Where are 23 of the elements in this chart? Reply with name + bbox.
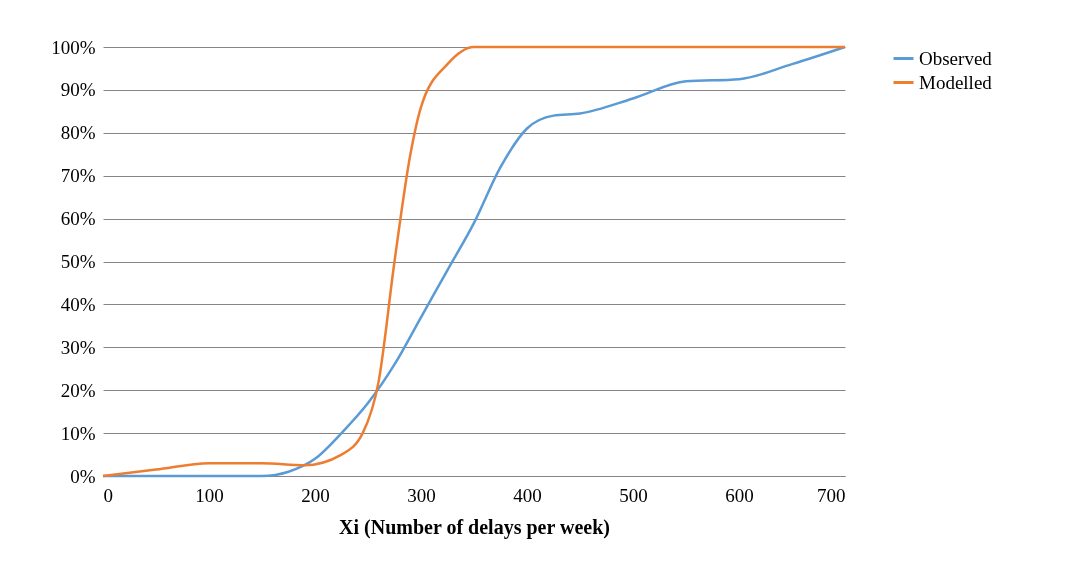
y-tick-label: 30% xyxy=(60,336,96,358)
x-tick-label: 500 xyxy=(619,484,648,506)
x-axis-title: Xi (Number of delays per week) xyxy=(339,515,610,539)
y-tick-label: 100% xyxy=(51,36,96,58)
y-tick-label: 60% xyxy=(60,208,96,230)
x-tick-label: 100 xyxy=(195,484,224,506)
x-tick-label: 600 xyxy=(725,484,754,506)
legend-label: Observed xyxy=(919,47,993,69)
x-tick-label: 0 xyxy=(103,484,113,506)
y-tick-label: 0% xyxy=(70,465,96,487)
x-tick-label: 400 xyxy=(513,484,542,506)
x-tick-label: 700 xyxy=(817,484,846,506)
y-tick-label: 70% xyxy=(60,165,96,187)
x-tick-label: 300 xyxy=(407,484,436,506)
y-tick-label: 80% xyxy=(60,122,96,144)
legend-label: Modelled xyxy=(919,71,993,93)
y-tick-label: 90% xyxy=(60,79,96,101)
y-tick-label: 50% xyxy=(60,251,96,272)
y-tick-label: 40% xyxy=(60,293,96,315)
y-tick-label: 20% xyxy=(60,379,96,401)
x-tick-label: 200 xyxy=(301,484,330,506)
line-series xyxy=(101,45,847,478)
y-tick-label: 10% xyxy=(60,422,96,444)
